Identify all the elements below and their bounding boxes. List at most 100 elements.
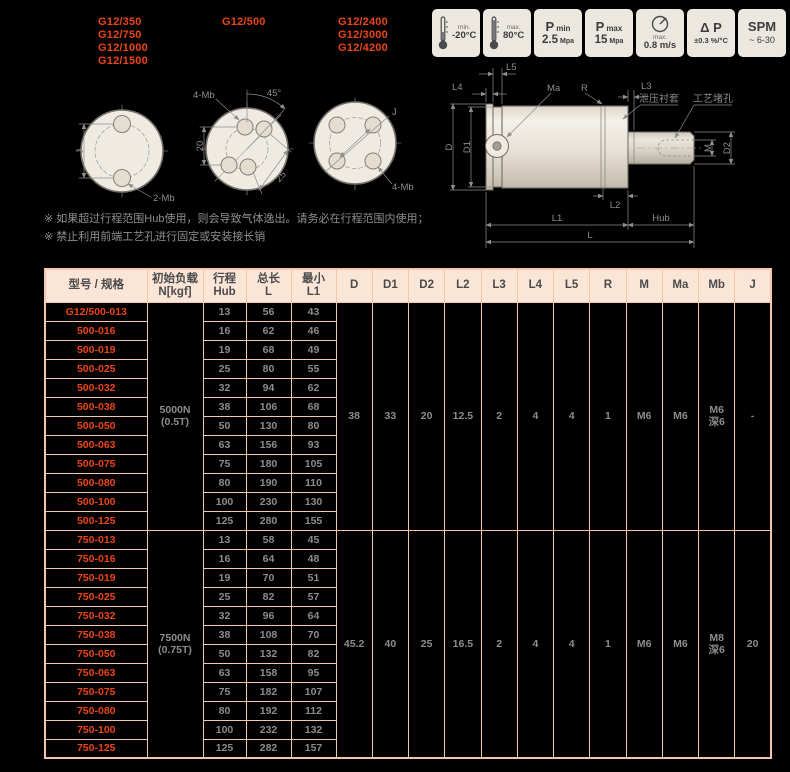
hub-cell: 19 bbox=[202, 567, 247, 588]
badge-temp-max: max. 80°C bbox=[483, 9, 531, 57]
model-label: G12/350 bbox=[98, 16, 142, 28]
l-cell: 158 bbox=[245, 662, 292, 683]
note-line: ※ 禁止利用前端工艺孔进行固定或安装接长销 bbox=[44, 231, 266, 243]
hub-cell: 25 bbox=[202, 586, 247, 607]
column-header-mb: Mb bbox=[697, 268, 736, 303]
model-cell: 500-038 bbox=[44, 396, 148, 417]
dim-label-l4: L4 bbox=[452, 82, 463, 93]
shared-cell-ma: M6 bbox=[661, 301, 700, 531]
hub-cell: 75 bbox=[202, 453, 247, 474]
model-label: G12/4200 bbox=[338, 42, 388, 54]
l-cell: 58 bbox=[245, 529, 292, 550]
badge-delta-p: Δ P ±0.3 %/°C bbox=[687, 9, 735, 57]
table-row: 500-032 32 94 62 bbox=[44, 377, 771, 398]
hub-cell: 125 bbox=[202, 510, 247, 531]
badge-unit: Mpa bbox=[609, 37, 624, 45]
l-cell: 192 bbox=[245, 700, 292, 721]
dim-label-j: J bbox=[392, 107, 397, 118]
model-cell: 500-025 bbox=[44, 358, 148, 379]
shared-cell-m: M6 bbox=[625, 301, 663, 531]
model-label: G12/1000 bbox=[98, 42, 148, 54]
l-cell: 108 bbox=[245, 624, 292, 645]
model-cell: 750-038 bbox=[44, 624, 148, 645]
dim-label-m: M bbox=[703, 144, 714, 152]
model-cell: 500-075 bbox=[44, 453, 148, 474]
table-row: 750-032 32 96 64 bbox=[44, 605, 771, 626]
model-cell: 500-125 bbox=[44, 510, 148, 531]
hub-cell: 100 bbox=[202, 719, 247, 740]
shared-cell-mb: M6 深6 bbox=[697, 301, 736, 531]
hub-cell: 80 bbox=[202, 700, 247, 721]
column-header-l3: L3 bbox=[480, 268, 518, 303]
shared-cell-d1: 40 bbox=[371, 529, 410, 759]
shared-cell-mb: M8 深6 bbox=[697, 529, 736, 759]
shared-cell-l5: 4 bbox=[552, 529, 591, 759]
l-cell: 190 bbox=[245, 472, 292, 493]
table-row: 750-038 38 108 70 bbox=[44, 624, 771, 645]
spec-badges: min. -20°C max. 80°C P min bbox=[432, 9, 786, 57]
badge-value: 0.8 m/s bbox=[643, 40, 677, 52]
l-cell: 96 bbox=[245, 605, 292, 626]
model-label: G12/750 bbox=[98, 29, 142, 41]
l-cell: 282 bbox=[245, 738, 292, 759]
l-cell: 94 bbox=[245, 377, 292, 398]
badge-p-min: P min 2.5 Mpa bbox=[534, 9, 582, 57]
dim-label-45deg: 45° bbox=[267, 88, 282, 99]
model-cell: 750-080 bbox=[44, 700, 148, 721]
hub-cell: 16 bbox=[202, 548, 247, 569]
table-row: 750-080 80 192 112 bbox=[44, 700, 771, 721]
plug-hole-label: 工艺堵孔 bbox=[693, 92, 733, 105]
model-label: G12/1500 bbox=[98, 55, 148, 67]
l1-cell: 57 bbox=[290, 586, 337, 607]
model-list-left: G12/350 G12/750 G12/1000 G12/1500 bbox=[98, 16, 148, 68]
l1-cell: 105 bbox=[290, 453, 337, 474]
hub-cell: 80 bbox=[202, 472, 247, 493]
model-list-mid: G12/500 bbox=[222, 16, 266, 29]
column-header-l: 总长 L bbox=[245, 268, 292, 303]
column-header-l5: L5 bbox=[552, 268, 591, 303]
l1-cell: 48 bbox=[290, 548, 337, 569]
model-cell: 750-125 bbox=[44, 738, 148, 759]
hub-cell: 75 bbox=[202, 681, 247, 702]
hub-cell: 32 bbox=[202, 377, 247, 398]
side-view-drawing: D D1 L4 L5 Ma R L3 泄压衬套 工艺堵孔 M D2 L2 L1 … bbox=[444, 62, 735, 248]
hub-cell: 25 bbox=[202, 358, 247, 379]
dim-label-l1: L1 bbox=[552, 213, 563, 224]
model-list-right: G12/2400 G12/3000 G12/4200 bbox=[338, 16, 388, 55]
dim-label-l3: L3 bbox=[641, 81, 652, 92]
badge-value: ~ 6-30 bbox=[749, 35, 775, 46]
dim-label-l2: L2 bbox=[610, 200, 621, 211]
l1-cell: 55 bbox=[290, 358, 337, 379]
badge-subtitle: max bbox=[606, 23, 623, 33]
badge-max-speed: max. 0.8 m/s bbox=[636, 9, 684, 57]
l-cell: 68 bbox=[245, 339, 292, 360]
badge-spm: SPM ~ 6-30 bbox=[738, 9, 786, 57]
shared-cell-d: 45.2 bbox=[335, 529, 373, 759]
l-cell: 280 bbox=[245, 510, 292, 531]
l1-cell: 82 bbox=[290, 643, 337, 664]
column-header-d1: D1 bbox=[371, 268, 410, 303]
thermometer-max-icon bbox=[489, 16, 499, 50]
l1-cell: 110 bbox=[290, 472, 337, 493]
shared-cell-d2: 20 bbox=[407, 301, 446, 531]
badge-subtitle: min bbox=[556, 23, 571, 33]
hub-cell: 125 bbox=[202, 738, 247, 759]
l1-cell: 45 bbox=[290, 529, 337, 550]
l-cell: 64 bbox=[245, 548, 292, 569]
badge-value: ±0.3 %/°C bbox=[694, 36, 728, 46]
model-cell: 750-032 bbox=[44, 605, 148, 626]
l-cell: 106 bbox=[245, 396, 292, 417]
column-header-d: D bbox=[335, 268, 373, 303]
model-cell: 750-016 bbox=[44, 548, 148, 569]
l1-cell: 93 bbox=[290, 434, 337, 455]
usage-notes: ※ 如果超过行程范围Hub使用，则会导致气体逸出。请务必在行程范围内使用； ※ … bbox=[44, 210, 428, 246]
holes-label: 2-Mb bbox=[153, 193, 175, 204]
hub-cell: 13 bbox=[202, 301, 247, 322]
column-header-l4: L4 bbox=[516, 268, 555, 303]
hub-cell: 16 bbox=[202, 320, 247, 341]
model-cell: 750-100 bbox=[44, 719, 148, 740]
model-cell: 750-050 bbox=[44, 643, 148, 664]
table-row: G12/500-013 5000N (0.5T) 13 56 43 38 33 … bbox=[44, 301, 772, 531]
shared-cell-l4: 4 bbox=[516, 529, 555, 759]
l1-cell: 70 bbox=[290, 624, 337, 645]
